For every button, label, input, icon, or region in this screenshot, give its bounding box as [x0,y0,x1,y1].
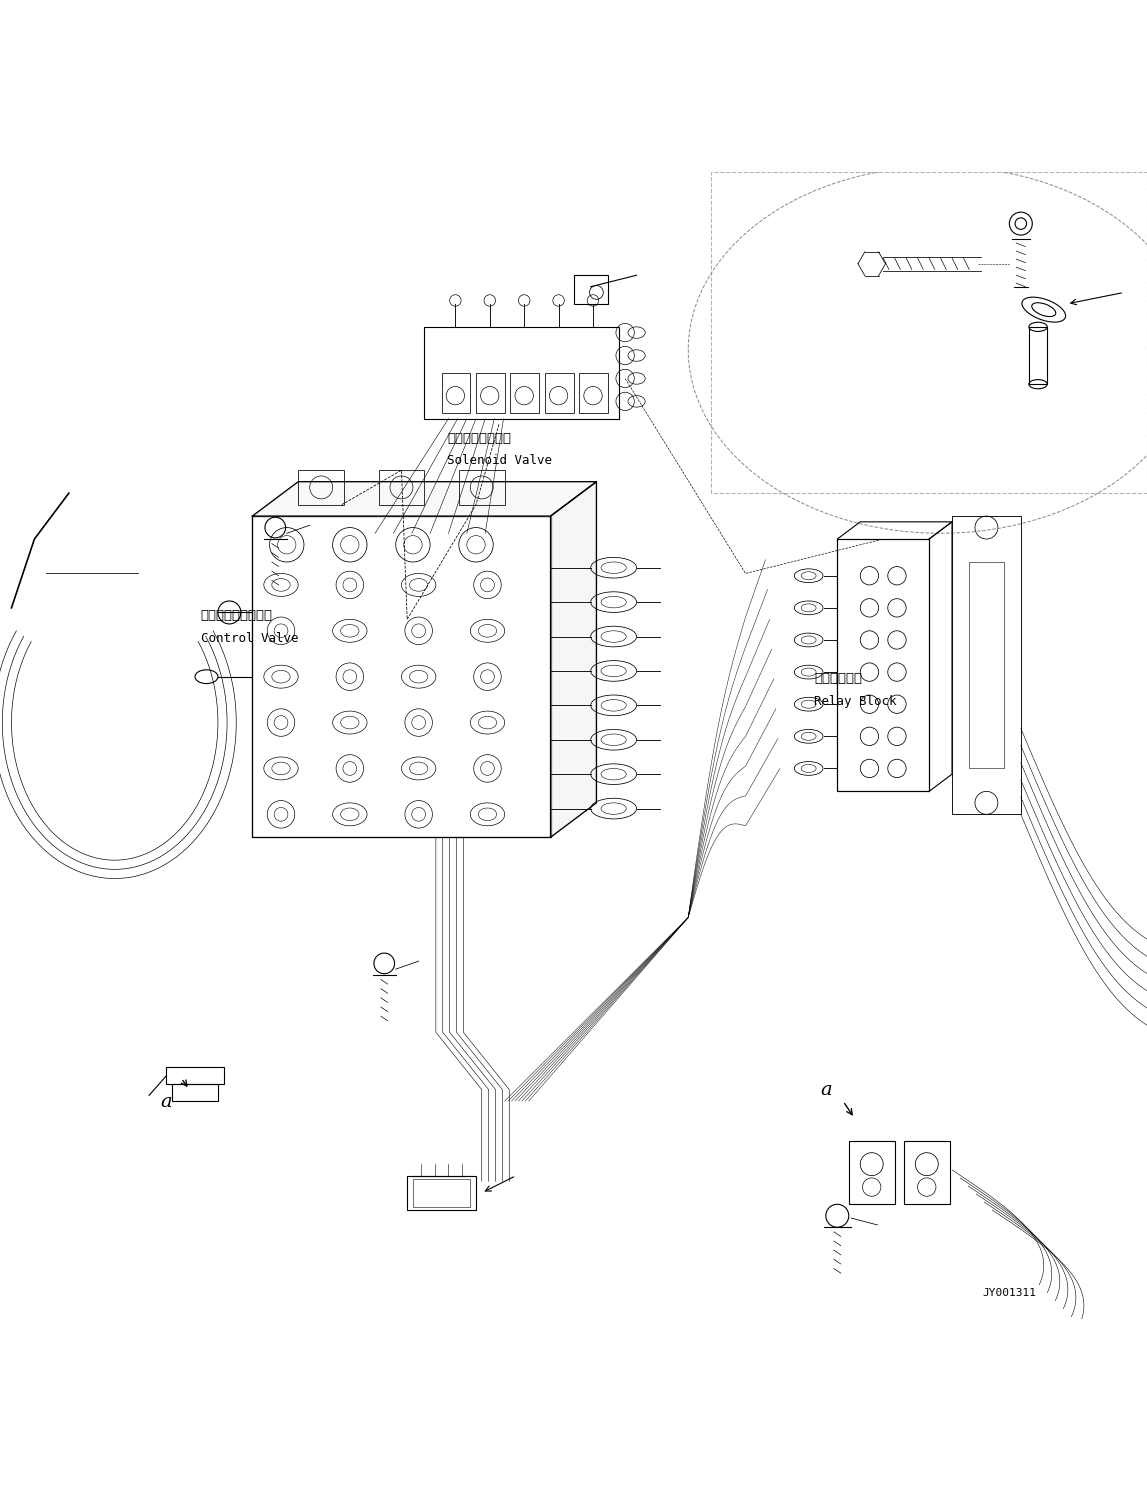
Text: Relay Block: Relay Block [814,695,897,708]
Bar [166,1066,224,1084]
Bar [969,562,1004,768]
Bar [252,516,551,838]
Bar [379,470,424,504]
Bar [459,470,505,504]
Bar [849,1141,895,1205]
Text: a: a [161,1093,172,1111]
Bar [172,1084,218,1100]
Text: Control Valve: Control Valve [201,632,298,646]
Bar [1029,327,1047,385]
Bar [574,276,608,304]
Text: コントロールバルブ: コントロールバルブ [201,610,273,622]
Bar [952,516,1021,814]
Text: Solenoid Valve: Solenoid Valve [447,455,553,468]
Polygon shape [551,482,596,838]
Text: a: a [820,1081,832,1099]
Bar [442,373,470,413]
Bar [510,373,539,413]
Bar [413,1179,470,1206]
Bar [904,1141,950,1205]
Bar [476,373,505,413]
Text: JY001311: JY001311 [982,1288,1037,1299]
Bar [579,373,608,413]
Polygon shape [252,482,596,516]
Text: ソレノイドバルブ: ソレノイドバルブ [447,431,512,444]
Bar [407,1175,476,1211]
Bar [298,470,344,504]
Bar [545,373,574,413]
Bar [837,540,929,792]
Bar [424,327,619,419]
Text: 中継ブロック: 中継ブロック [814,672,863,686]
